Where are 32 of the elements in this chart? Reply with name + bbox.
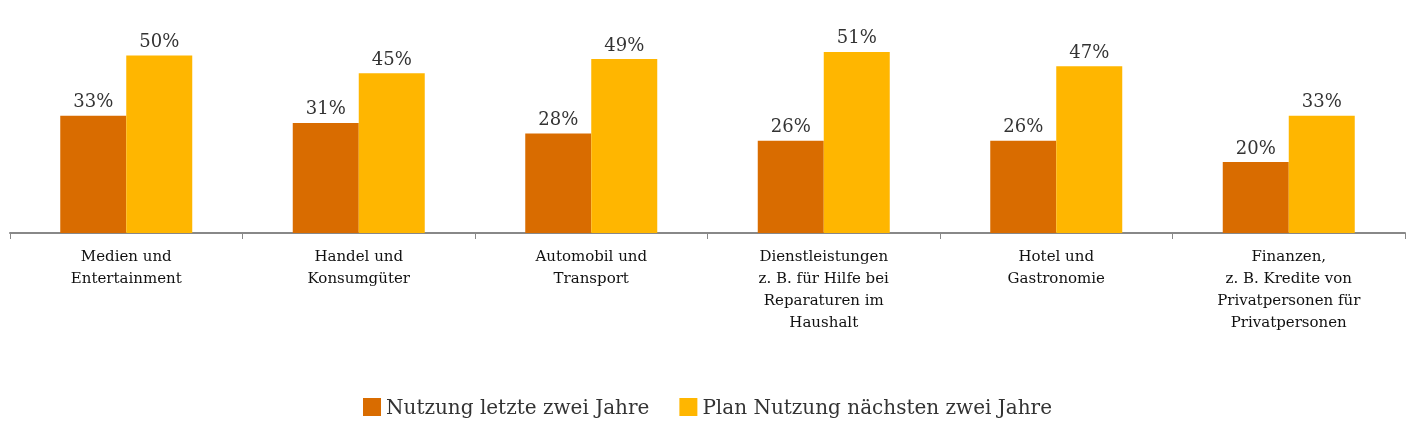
bar: [60, 115, 127, 233]
data-label: 50%: [139, 30, 180, 51]
data-label: 28%: [538, 108, 579, 130]
x-tick-label: Dienstleistungen z. B. für Hilfe bei Reparaturen im Haushalt: [758, 247, 890, 331]
x-tick-label: Finanzen, z. B. Kredite von Privatpersonen für Privatpersonen: [1217, 247, 1362, 331]
x-tick-label: Hotel und Gastronomie: [1007, 247, 1106, 287]
data-label: 47%: [1069, 40, 1110, 62]
bar: [292, 122, 359, 233]
x-tick-label: Handel und Konsumgüter: [307, 247, 411, 287]
bar: [990, 140, 1057, 233]
data-label: 49%: [604, 33, 645, 55]
data-label: 20%: [1235, 136, 1276, 158]
legend-label: Plan Nutzung nächsten zwei Jahre: [702, 395, 1052, 419]
bar: [358, 73, 425, 233]
data-label: 33%: [1301, 90, 1342, 112]
bar: [525, 133, 592, 233]
bar: [126, 55, 193, 233]
bar: [1222, 162, 1289, 233]
bar: [1056, 66, 1123, 233]
data-label: 33%: [73, 90, 114, 112]
bar: [591, 59, 658, 233]
bar: [1288, 115, 1355, 233]
legend-label: Nutzung letzte zwei Jahre: [386, 395, 650, 419]
data-label: 26%: [1003, 115, 1044, 137]
x-tick-label: Automobil und Transport: [534, 247, 648, 287]
bar: [757, 140, 824, 233]
data-label: 26%: [770, 115, 811, 137]
x-tick-label: Medien und Entertainment: [70, 247, 182, 287]
data-label: 31%: [305, 97, 346, 119]
bar: [823, 51, 890, 233]
data-label: 45%: [371, 47, 412, 69]
data-label: 51%: [836, 26, 877, 48]
